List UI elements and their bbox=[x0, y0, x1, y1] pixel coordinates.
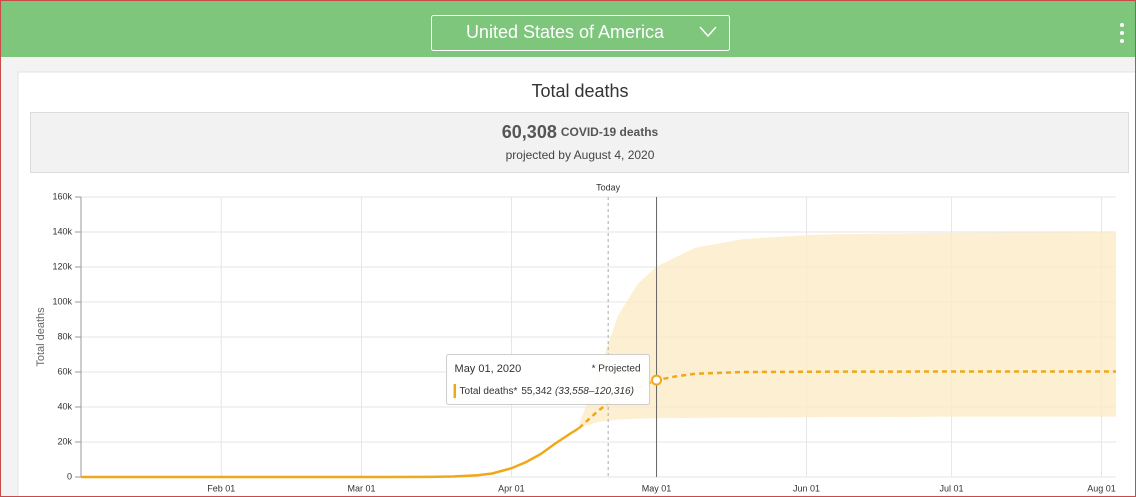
menu-button[interactable] bbox=[1120, 23, 1124, 43]
x-tick-label: May 01 bbox=[642, 483, 672, 493]
y-tick-label: 80k bbox=[57, 331, 72, 341]
tooltip-date: May 01, 2020 bbox=[455, 363, 522, 375]
y-tick-label: 100k bbox=[52, 296, 72, 306]
y-tick-label: 0 bbox=[67, 471, 72, 481]
country-dropdown[interactable] bbox=[431, 15, 730, 51]
headline-unit: COVID-19 deaths bbox=[561, 125, 659, 139]
y-tick-label: 20k bbox=[57, 436, 72, 446]
hover-marker bbox=[651, 374, 663, 386]
y-axis-label: Total deaths bbox=[35, 307, 47, 367]
x-tick-label: Jul 01 bbox=[940, 483, 964, 493]
uncertainty-band bbox=[579, 232, 1116, 428]
x-tick-label: Feb 01 bbox=[207, 483, 235, 493]
tooltip-range: (33,558–120,316) bbox=[555, 386, 634, 397]
today-label: Today bbox=[596, 182, 621, 192]
y-tick-label: 120k bbox=[52, 261, 72, 271]
line bbox=[578, 370, 1117, 429]
header-bar bbox=[0, 0, 1136, 57]
x-tick-label: Jun 01 bbox=[793, 483, 820, 493]
summary-headline: 60,308 COVID-19 deaths bbox=[502, 122, 659, 142]
headline-number: 60,308 bbox=[502, 122, 557, 142]
tooltip-value: 55,342 bbox=[521, 386, 552, 397]
tooltip-swatch bbox=[453, 384, 457, 398]
tooltip-box bbox=[446, 354, 651, 405]
chart-title: Total deaths bbox=[531, 81, 628, 101]
y-tick-label: 40k bbox=[57, 401, 72, 411]
summary-note: projected by August 4, 2020 bbox=[506, 148, 655, 162]
line bbox=[81, 426, 580, 479]
tooltip-series: Total deaths* bbox=[460, 386, 518, 397]
x-tick-label: Apr 01 bbox=[498, 483, 525, 493]
x-tick-label: Aug 01 bbox=[1087, 483, 1116, 493]
country-name: United States of America bbox=[466, 22, 665, 42]
tooltip-row: Total deaths* 55,342 (33,558–120,316) bbox=[460, 386, 634, 397]
x-tick-label: Mar 01 bbox=[348, 483, 376, 493]
y-tick-label: 160k bbox=[52, 191, 72, 201]
tooltip-note: * Projected bbox=[592, 364, 641, 375]
dropdown-chevron bbox=[699, 26, 717, 38]
y-tick-label: 140k bbox=[52, 226, 72, 236]
summary-box bbox=[30, 112, 1129, 173]
y-tick-label: 60k bbox=[57, 366, 72, 376]
